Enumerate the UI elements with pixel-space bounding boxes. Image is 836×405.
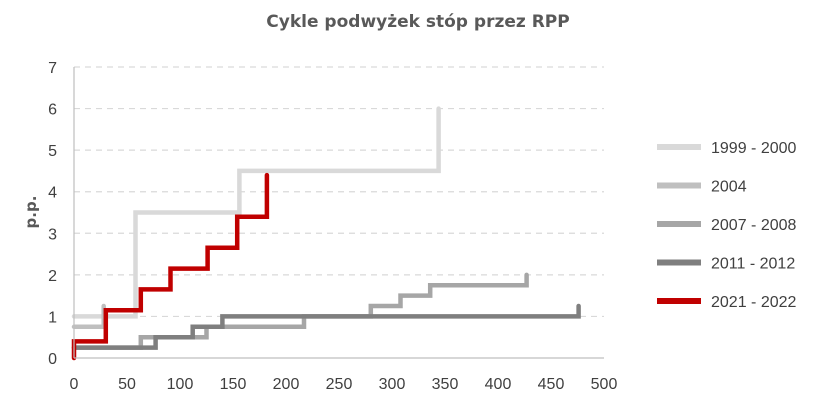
series-line-4 — [71, 303, 581, 350]
y-tick-label: 2 — [48, 268, 57, 285]
legend: 1999 - 2000 2004 2007 - 2008 2011 - 2012 202… — [657, 140, 797, 311]
gridlines — [74, 66, 604, 318]
x-tick-label: 0 — [70, 376, 79, 393]
legend-label: 2021 - 2022 — [711, 294, 797, 311]
x-tick-label: 50 — [118, 376, 136, 393]
legend-label: 1999 - 2000 — [711, 140, 797, 157]
x-tick-label: 450 — [538, 376, 565, 393]
y-axis-label: p.p. — [22, 196, 40, 229]
axes — [73, 67, 604, 359]
series-lines — [71, 106, 581, 361]
series-line-5 — [71, 172, 270, 361]
x-tick-label: 350 — [432, 376, 459, 393]
chart-title: Cykle podwyżek stóp przez RPP — [266, 12, 569, 32]
y-tick-label: 4 — [48, 185, 57, 202]
x-tick-label: 250 — [326, 376, 353, 393]
y-tick-label: 3 — [48, 226, 57, 243]
y-tick-label: 7 — [48, 60, 57, 77]
y-tick-label: 1 — [48, 309, 57, 326]
x-tick-label: 150 — [220, 376, 247, 393]
x-tick-label: 400 — [485, 376, 512, 393]
series-line-1 — [71, 106, 441, 319]
x-tick-label: 200 — [273, 376, 300, 393]
x-tick-label: 100 — [167, 376, 194, 393]
y-tick-label: 5 — [48, 143, 57, 160]
legend-label: 2007 - 2008 — [711, 217, 797, 234]
x-tick-label: 300 — [379, 376, 406, 393]
y-tick-label: 0 — [48, 351, 57, 368]
x-tick-label: 500 — [591, 376, 618, 393]
legend-label: 2004 — [711, 179, 747, 196]
legend-label: 2011 - 2012 — [711, 256, 795, 273]
tick-labels: 0 1 2 3 4 5 6 7 0 50 100 150 200 250 300 350 400 450 500 — [48, 60, 617, 393]
y-tick-label: 6 — [48, 102, 57, 119]
